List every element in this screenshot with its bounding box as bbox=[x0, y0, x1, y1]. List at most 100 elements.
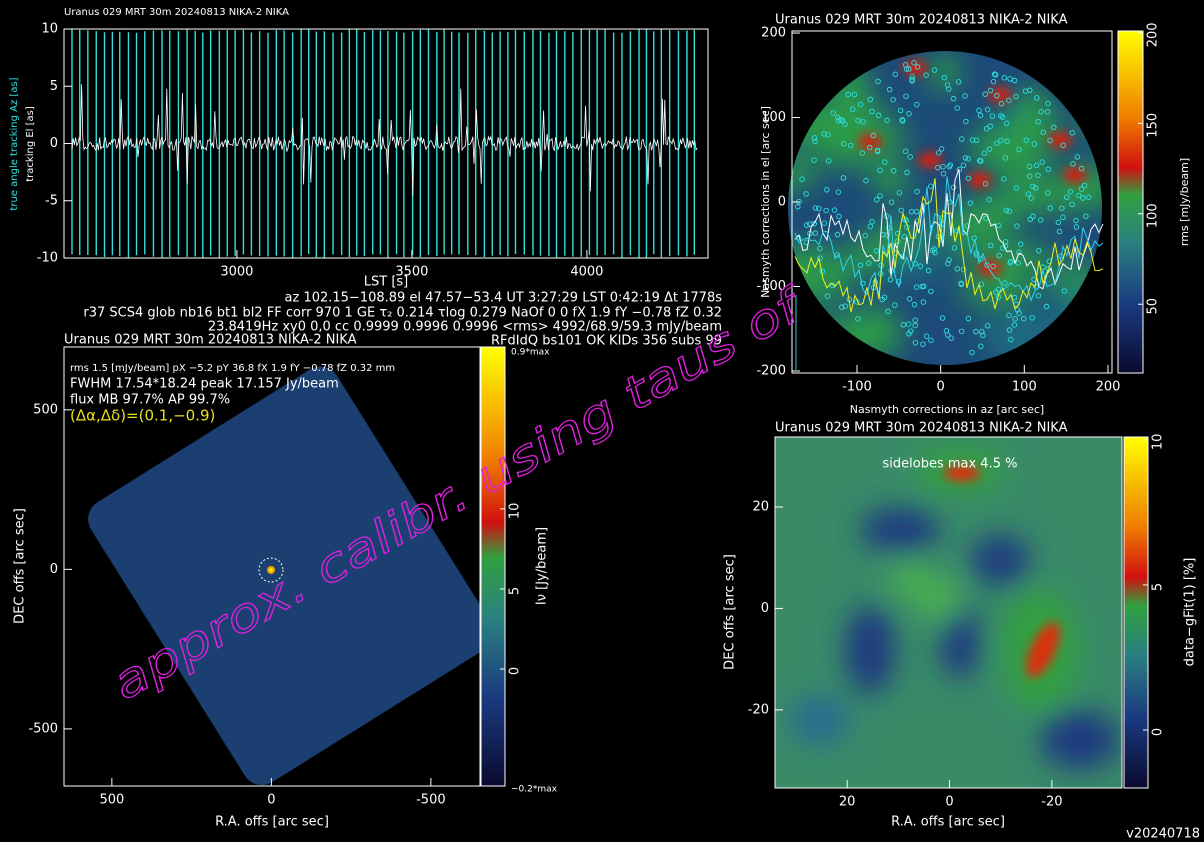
kid-marker bbox=[1078, 186, 1085, 192]
blob bbox=[903, 60, 927, 76]
residual-hot bbox=[944, 465, 1060, 678]
kid-marker bbox=[980, 332, 986, 339]
kid-marker bbox=[1044, 109, 1051, 115]
kid-marker bbox=[855, 316, 861, 322]
y-tick-label: -200 bbox=[756, 363, 786, 378]
x-tick-label: 3500 bbox=[395, 265, 428, 280]
map-coverage bbox=[88, 366, 494, 786]
kid-marker bbox=[1032, 185, 1039, 191]
x-tick-label: 100 bbox=[1012, 380, 1037, 395]
kid-marker bbox=[981, 150, 988, 157]
kid-marker bbox=[894, 230, 901, 237]
kid-marker bbox=[900, 254, 906, 260]
colorbar-tick-label: 150 bbox=[1146, 113, 1161, 138]
kid-marker bbox=[860, 280, 866, 287]
kid-marker bbox=[962, 155, 969, 161]
info-line: RFdIdQ bs101 OK KIDs 356 subs 99 bbox=[491, 334, 722, 349]
kid-marker bbox=[900, 321, 907, 328]
kid-marker bbox=[1056, 228, 1063, 235]
kid-marker bbox=[811, 135, 818, 141]
blob bbox=[858, 134, 882, 150]
y-tick-label: -20 bbox=[748, 702, 769, 717]
kid-marker bbox=[840, 175, 847, 181]
kid-marker bbox=[811, 220, 817, 227]
kid-marker bbox=[1016, 310, 1022, 316]
kid-marker bbox=[835, 189, 842, 195]
kid-marker bbox=[1060, 142, 1066, 148]
kid-marker bbox=[920, 341, 926, 347]
kid-marker bbox=[1083, 213, 1089, 220]
source-core bbox=[269, 568, 273, 572]
kid-marker bbox=[912, 339, 919, 346]
kid-marker bbox=[874, 148, 881, 155]
colorbar-tick-label: 5 bbox=[1151, 583, 1166, 591]
colorbar-tick-label: 200 bbox=[1146, 22, 1161, 47]
heatmap-hot bbox=[858, 60, 1087, 276]
kid-marker bbox=[941, 74, 948, 81]
kid-marker bbox=[795, 203, 801, 210]
y-label: true angle tracking Az [as] bbox=[9, 77, 20, 210]
info-line: 23.8419Hz xy0 0,0 cc 0.9999 0.9996 0.999… bbox=[208, 320, 722, 335]
kid-marker bbox=[1013, 93, 1019, 100]
x-tick-label: -20 bbox=[1041, 795, 1062, 810]
kid-marker bbox=[895, 279, 902, 285]
kid-marker bbox=[936, 150, 942, 156]
kid-marker bbox=[943, 327, 950, 334]
kid-marker bbox=[847, 142, 854, 149]
colorbar bbox=[1123, 436, 1149, 789]
kid-marker bbox=[1045, 100, 1051, 107]
kid-marker bbox=[829, 282, 836, 289]
blob bbox=[940, 600, 980, 680]
x-label: LST [s] bbox=[364, 275, 408, 290]
kid-marker bbox=[839, 118, 846, 124]
panel-title: Uranus 029 MRT 30m 20240813 NIKA-2 NIKA bbox=[775, 421, 1068, 436]
kid-marker bbox=[914, 188, 920, 195]
kid-marker bbox=[962, 93, 968, 99]
kid-marker bbox=[977, 112, 984, 119]
kid-marker bbox=[892, 71, 898, 78]
kid-marker bbox=[1040, 129, 1047, 136]
kid-marker bbox=[803, 222, 810, 228]
kid-marker bbox=[982, 91, 988, 97]
kid-marker bbox=[1067, 188, 1074, 195]
kid-marker bbox=[1011, 322, 1018, 328]
blob bbox=[1041, 265, 1102, 293]
kid-marker bbox=[986, 146, 993, 152]
y-label: Nasmyth corrections in el [arc sec] bbox=[759, 106, 772, 298]
version: v20240718 bbox=[1126, 827, 1200, 842]
kid-marker bbox=[946, 163, 953, 170]
blob bbox=[970, 535, 1030, 585]
y-label: DEC offs [arc sec] bbox=[13, 508, 28, 624]
y-tick-label: 0 bbox=[50, 136, 58, 151]
kid-marker bbox=[866, 144, 873, 151]
y-label: tracking El [as] bbox=[25, 106, 36, 182]
info-line: az 102.15−108.89 el 47.57−53.4 UT 3:27:2… bbox=[285, 291, 723, 306]
colorbar-bottom: −0.2*max bbox=[511, 785, 558, 795]
kid-marker bbox=[904, 169, 910, 176]
kid-marker bbox=[1060, 214, 1066, 221]
x-tick-label: 200 bbox=[1096, 380, 1121, 395]
kid-marker bbox=[903, 66, 910, 72]
kid-marker bbox=[987, 87, 994, 94]
kid-marker bbox=[1043, 303, 1050, 310]
kid-marker bbox=[1033, 162, 1040, 169]
kid-marker bbox=[1037, 217, 1044, 223]
kid-marker bbox=[886, 86, 893, 93]
kid-marker bbox=[817, 255, 823, 261]
kid-marker bbox=[1059, 205, 1065, 211]
kid-marker bbox=[1029, 315, 1035, 321]
x-label: R.A. offs [arc sec] bbox=[891, 815, 1005, 830]
kid-marker bbox=[1039, 159, 1045, 165]
kid-marker bbox=[799, 176, 805, 182]
panel-title: Uranus 029 MRT 30m 20240813 NIKA-2 NIKA bbox=[64, 7, 289, 18]
kid-marker bbox=[811, 157, 817, 163]
kid-marker bbox=[946, 86, 952, 92]
kid-marker bbox=[859, 150, 866, 156]
blob bbox=[848, 239, 884, 264]
kid-marker bbox=[913, 208, 920, 215]
blob bbox=[988, 87, 1012, 103]
panel-title: Uranus 029 MRT 30m 20240813 NIKA-2 NIKA bbox=[775, 13, 1068, 28]
kid-marker bbox=[1045, 190, 1051, 196]
